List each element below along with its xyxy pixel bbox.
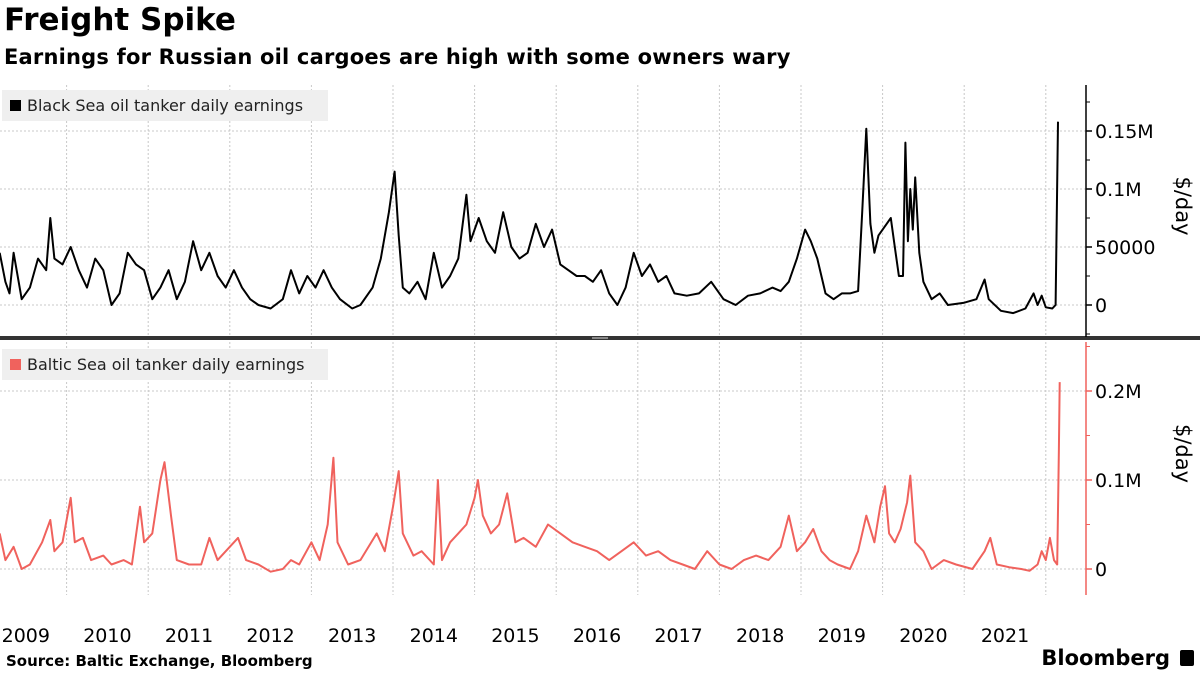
y-tick-label: 50000 bbox=[1095, 237, 1155, 259]
chart-title: Freight Spike bbox=[4, 2, 236, 38]
y-tick-label: 0.1M bbox=[1095, 179, 1142, 201]
y-tick-label: 0.1M bbox=[1095, 470, 1142, 492]
y-tick-label: 0 bbox=[1095, 559, 1107, 581]
x-tick-label: 2012 bbox=[246, 625, 294, 647]
y-tick-label: 0 bbox=[1095, 295, 1107, 317]
x-tick-label: 2018 bbox=[736, 625, 784, 647]
x-tick-label: 2017 bbox=[654, 625, 702, 647]
black-sea-series-line bbox=[0, 121, 1059, 315]
x-tick-label: 2020 bbox=[899, 625, 947, 647]
legend-label: Baltic Sea oil tanker daily earnings bbox=[27, 355, 304, 374]
y-tick-label: 0.2M bbox=[1095, 381, 1142, 403]
x-tick-label: 2019 bbox=[818, 625, 866, 647]
y-axis-label: $/day bbox=[1171, 424, 1195, 483]
x-tick-label: 2010 bbox=[83, 625, 131, 647]
x-tick-label: 2016 bbox=[573, 625, 621, 647]
legend-box bbox=[2, 90, 328, 121]
y-tick-label: 0.15M bbox=[1095, 121, 1154, 143]
legend-box bbox=[2, 349, 328, 380]
panel-resize-handle bbox=[592, 337, 608, 339]
chart-icon bbox=[1180, 650, 1194, 666]
x-tick-label: 2013 bbox=[328, 625, 376, 647]
x-tick-label: 2021 bbox=[981, 625, 1029, 647]
legend-swatch bbox=[10, 100, 21, 111]
y-axis-label: $/day bbox=[1171, 176, 1195, 235]
x-tick-label: 2011 bbox=[165, 625, 213, 647]
x-tick-label: 2009 bbox=[2, 625, 50, 647]
brand-logo: Bloomberg bbox=[1041, 646, 1170, 670]
x-tick-label: 2014 bbox=[410, 625, 458, 647]
baltic-sea-series-line bbox=[0, 382, 1061, 573]
source-note: Source: Baltic Exchange, Bloomberg bbox=[6, 652, 313, 670]
chart-subtitle: Earnings for Russian oil cargoes are hig… bbox=[4, 45, 791, 69]
legend-label: Black Sea oil tanker daily earnings bbox=[27, 96, 303, 115]
x-tick-label: 2015 bbox=[491, 625, 539, 647]
legend-swatch bbox=[10, 359, 21, 370]
